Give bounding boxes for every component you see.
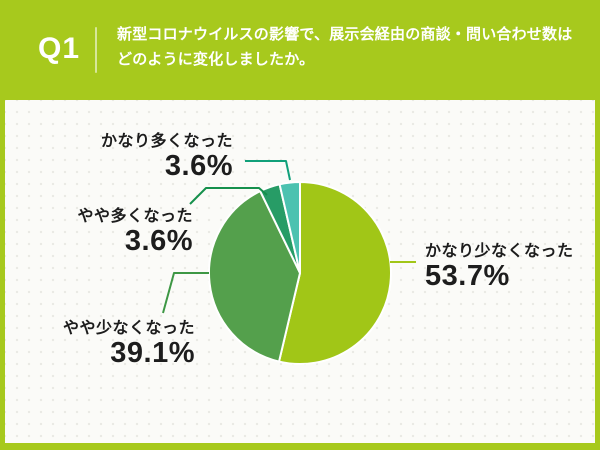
callout-kanari-fueta: かなり多くなった 3.6% <box>100 132 233 182</box>
callout-value: 39.1% <box>110 337 195 369</box>
question-number: Q1 <box>38 32 81 65</box>
callout-label: やや少なくなった <box>62 320 195 337</box>
callout-value: 3.6% <box>164 150 233 182</box>
callout-value: 3.6% <box>124 225 193 257</box>
callout-yaya-fueta: やや多くなった 3.6% <box>77 207 193 257</box>
callout-label: やや多くなった <box>77 208 193 225</box>
question-text-line1: 新型コロナウイルスの影響で、展示会経由の商談・問い合わせ数は <box>117 26 573 43</box>
callout-label: かなり多くなった <box>100 133 233 150</box>
callout-label: かなり少なくなった <box>425 243 574 260</box>
callout-kanari-hetta: かなり少なくなった 53.7% <box>425 242 574 292</box>
callout-yaya-hetta: やや少なくなった 39.1% <box>62 319 195 369</box>
question-text-line2: どのように変化しましたか。 <box>117 51 315 68</box>
header-divider <box>95 27 97 73</box>
callout-value: 53.7% <box>425 260 510 292</box>
question-text: 新型コロナウイルスの影響で、展示会経由の商談・問い合わせ数は どのように変化しま… <box>117 22 577 72</box>
